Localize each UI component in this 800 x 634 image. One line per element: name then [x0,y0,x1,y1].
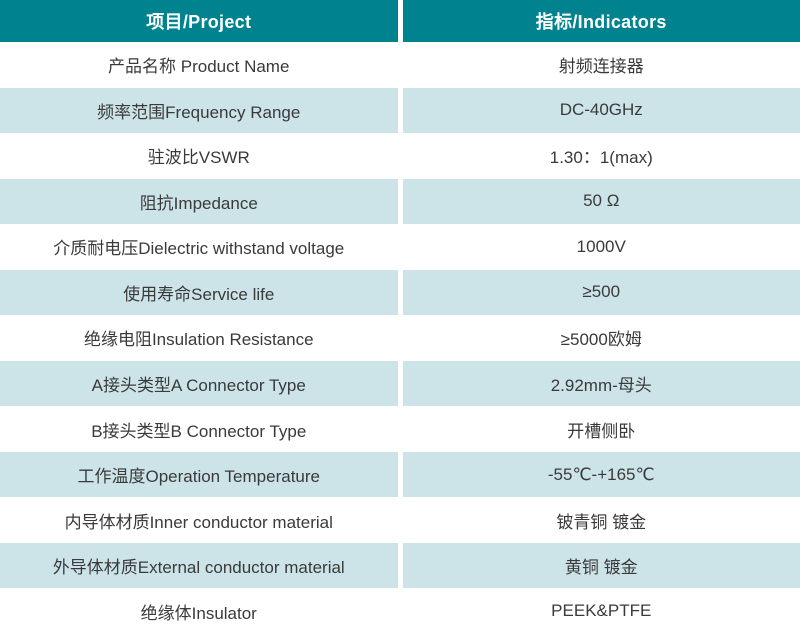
indicator-cell: 黄铜 镀金 [402,542,800,589]
table-row: 工作温度Operation Temperature -55℃-+165℃ [0,451,800,498]
table-row: A接头类型A Connector Type 2.92mm-母头 [0,360,800,407]
table-header-row: 项目/Project 指标/Indicators [0,0,800,42]
project-cell: 产品名称 Product Name [0,42,398,88]
indicator-cell: 铍青铜 镀金 [402,497,800,543]
table-row: 绝缘体Insulator PEEK&PTFE [0,588,800,634]
project-cell: 工作温度Operation Temperature [0,451,398,498]
table-row: 外导体材质External conductor material 黄铜 镀金 [0,542,800,589]
header-cell-indicators: 指标/Indicators [402,0,800,42]
table-row: 内导体材质Inner conductor material 铍青铜 镀金 [0,497,800,543]
table-row: 驻波比VSWR 1.30：1(max) [0,133,800,179]
table-row: 使用寿命Service life ≥500 [0,269,800,316]
project-cell: 阻抗Impedance [0,178,398,225]
project-cell: 频率范围Frequency Range [0,87,398,134]
table-row: 介质耐电压Dielectric withstand voltage 1000V [0,224,800,270]
project-cell: 绝缘体Insulator [0,588,398,634]
indicator-cell: 射频连接器 [402,42,800,88]
indicator-cell: ≥500 [402,269,800,316]
indicator-cell: 1.30：1(max) [402,133,800,179]
indicator-cell: DC-40GHz [402,87,800,134]
project-cell: 内导体材质Inner conductor material [0,497,398,543]
table-row: B接头类型B Connector Type 开槽侧卧 [0,406,800,452]
project-cell: B接头类型B Connector Type [0,406,398,452]
project-cell: 驻波比VSWR [0,133,398,179]
header-cell-project: 项目/Project [0,0,398,42]
indicator-cell: 50 Ω [402,178,800,225]
indicator-cell: ≥5000欧姆 [402,315,800,361]
table-row: 频率范围Frequency Range DC-40GHz [0,87,800,134]
project-cell: 介质耐电压Dielectric withstand voltage [0,224,398,270]
indicator-cell: 1000V [402,224,800,270]
table-row: 绝缘电阻Insulation Resistance ≥5000欧姆 [0,315,800,361]
indicator-cell: 2.92mm-母头 [402,360,800,407]
indicator-cell: PEEK&PTFE [402,588,800,634]
indicator-cell: -55℃-+165℃ [402,451,800,498]
indicator-cell: 开槽侧卧 [402,406,800,452]
project-cell: 绝缘电阻Insulation Resistance [0,315,398,361]
project-cell: 外导体材质External conductor material [0,542,398,589]
table-row: 产品名称 Product Name 射频连接器 [0,42,800,88]
table-row: 阻抗Impedance 50 Ω [0,178,800,225]
project-cell: 使用寿命Service life [0,269,398,316]
project-cell: A接头类型A Connector Type [0,360,398,407]
